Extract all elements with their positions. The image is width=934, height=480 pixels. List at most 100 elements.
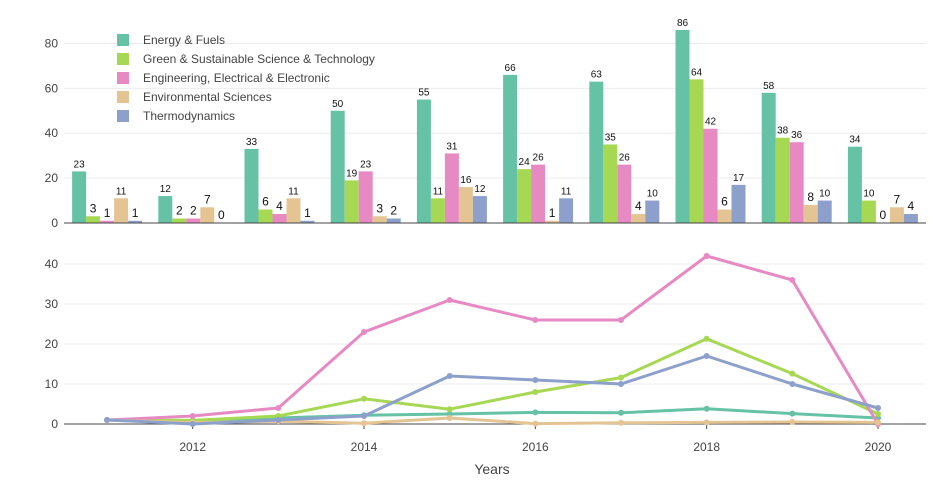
series-point (446, 297, 453, 303)
bar (503, 74, 518, 223)
series-point (789, 277, 796, 283)
line-x-tick-label: 2014 (351, 440, 378, 454)
line-y-tick-label: 20 (45, 337, 59, 351)
bar (114, 198, 129, 223)
bar (344, 180, 359, 223)
series-point (361, 420, 367, 427)
series-point (618, 409, 624, 416)
line-y-tick-label: 40 (45, 257, 59, 271)
bar-value-label: 2 (390, 204, 397, 218)
bar (472, 196, 487, 223)
bar (789, 142, 804, 223)
bar (703, 128, 718, 223)
bar-y-tick-label: 20 (45, 171, 59, 185)
bar (559, 198, 574, 223)
bar-value-label: 86 (677, 18, 689, 29)
bar (861, 200, 876, 223)
series-point (532, 317, 539, 323)
bar-value-label: 23 (74, 159, 86, 170)
series-point (446, 406, 453, 413)
bar-value-label: 7 (894, 192, 901, 206)
bar (631, 214, 646, 223)
legend-swatch (117, 91, 129, 103)
bar-y-tick-label: 60 (45, 81, 59, 95)
bar (531, 164, 546, 223)
series-point (875, 419, 881, 426)
bar (761, 92, 776, 223)
bar-value-label: 31 (446, 141, 458, 152)
legend: Energy & Fuels Green & Sustainable Scienc… (117, 33, 375, 123)
bar (675, 30, 690, 223)
bar (272, 214, 287, 223)
bar-value-label: 11 (288, 186, 299, 197)
bar-value-label: 6 (721, 195, 728, 209)
series-line (106, 254, 880, 425)
bar (100, 220, 115, 223)
bar (717, 209, 732, 223)
series-point (789, 370, 796, 377)
bar-value-label: 3 (90, 201, 97, 215)
series-point (189, 421, 196, 427)
bar (617, 164, 632, 223)
bar (903, 214, 918, 223)
series-point (703, 419, 710, 426)
bar-value-label: 7 (204, 192, 211, 206)
series-point (532, 377, 539, 383)
bar (72, 171, 87, 223)
series-point (618, 317, 624, 323)
series-point (703, 335, 710, 342)
bar-value-label: 4 (908, 199, 915, 213)
bar (244, 148, 259, 223)
series-point (446, 373, 453, 379)
series-point (189, 413, 196, 419)
line-x-tick-label: 2016 (522, 440, 549, 454)
series-point (446, 415, 453, 421)
bar-y-tick-label: 40 (45, 126, 59, 140)
bar-value-label: 58 (763, 81, 775, 92)
bar-value-label: 12 (474, 184, 486, 195)
series-point (703, 353, 710, 359)
line-y-tick-label: 0 (51, 417, 58, 431)
bar-value-label: 11 (561, 186, 572, 197)
bar-value-label: 26 (619, 153, 631, 164)
bar-value-label: 10 (863, 189, 875, 200)
bar (889, 207, 904, 223)
bar-value-label: 26 (533, 153, 545, 164)
bar (358, 171, 373, 223)
bar (589, 81, 604, 224)
bar (458, 187, 473, 223)
series-line (106, 354, 879, 426)
series-point (703, 253, 710, 259)
legend-swatch (117, 72, 129, 84)
line-x-tick-label: 2018 (693, 440, 720, 454)
bar-value-label: 10 (647, 189, 659, 200)
bar-value-label: 6 (262, 195, 269, 209)
series-point (789, 381, 796, 387)
series-point (104, 417, 110, 423)
series-point (875, 405, 881, 411)
line-y-tick-label: 30 (45, 297, 59, 311)
line-x-tick-label: 2012 (179, 440, 206, 454)
series-point (532, 389, 539, 395)
bar-value-label: 1 (549, 206, 556, 220)
bar-value-label: 0 (218, 208, 225, 222)
bar-value-label: 19 (346, 168, 358, 179)
bar (200, 207, 215, 223)
bar-value-label: 0 (880, 208, 887, 222)
legend-label: Energy & Fuels (143, 33, 225, 47)
legend-label: Thermodynamics (143, 109, 235, 123)
bar (645, 200, 660, 223)
bar-value-label: 24 (519, 157, 531, 168)
series-line (106, 337, 879, 422)
bar-value-label: 36 (791, 130, 803, 141)
bar (803, 205, 818, 223)
bar (847, 146, 862, 223)
bar-value-label: 64 (691, 67, 703, 78)
series-point (789, 410, 796, 417)
bar-value-label: 42 (705, 117, 717, 128)
bar-value-label: 10 (819, 189, 831, 200)
bar (386, 218, 401, 223)
